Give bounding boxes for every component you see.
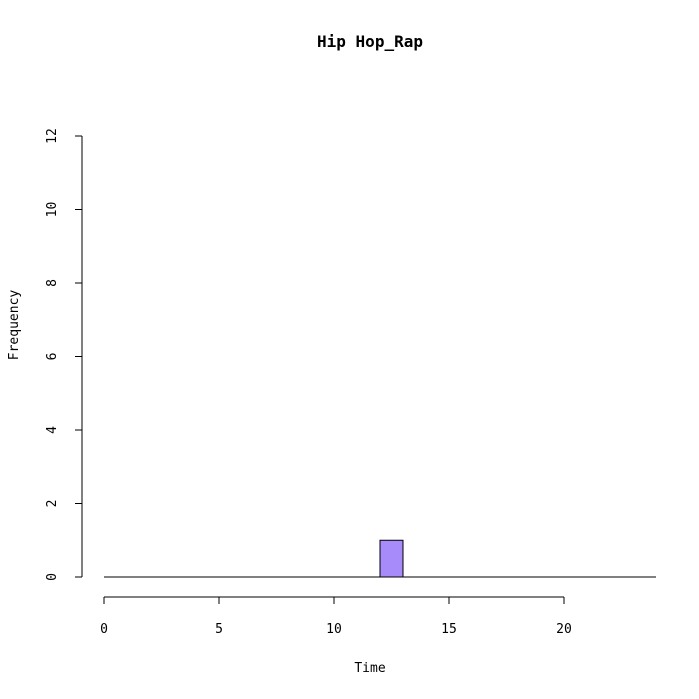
y-axis: 0 2 4 6 8 10 12	[45, 128, 83, 581]
y-tick-label: 6	[45, 353, 60, 361]
y-axis-label: Frequency	[7, 290, 22, 361]
bars-group	[104, 539, 656, 578]
y-tick-label: 4	[45, 426, 60, 434]
x-tick-label: 20	[556, 622, 572, 637]
chart-title: Hip Hop_Rap	[317, 32, 423, 51]
y-tick-label: 8	[45, 279, 60, 287]
y-tick-label: 12	[45, 128, 60, 144]
histogram-bar-12	[379, 539, 404, 578]
x-axis: 0 5 10 15 20	[100, 596, 572, 637]
x-tick-label: 15	[441, 622, 457, 637]
x-axis-label: Time	[354, 661, 385, 676]
x-tick-label: 10	[326, 622, 342, 637]
y-tick-label: 10	[45, 202, 60, 218]
x-tick-label: 5	[215, 622, 223, 637]
y-tick-label: 0	[45, 573, 60, 581]
y-tick-label: 2	[45, 500, 60, 508]
x-tick-label: 0	[100, 622, 108, 637]
